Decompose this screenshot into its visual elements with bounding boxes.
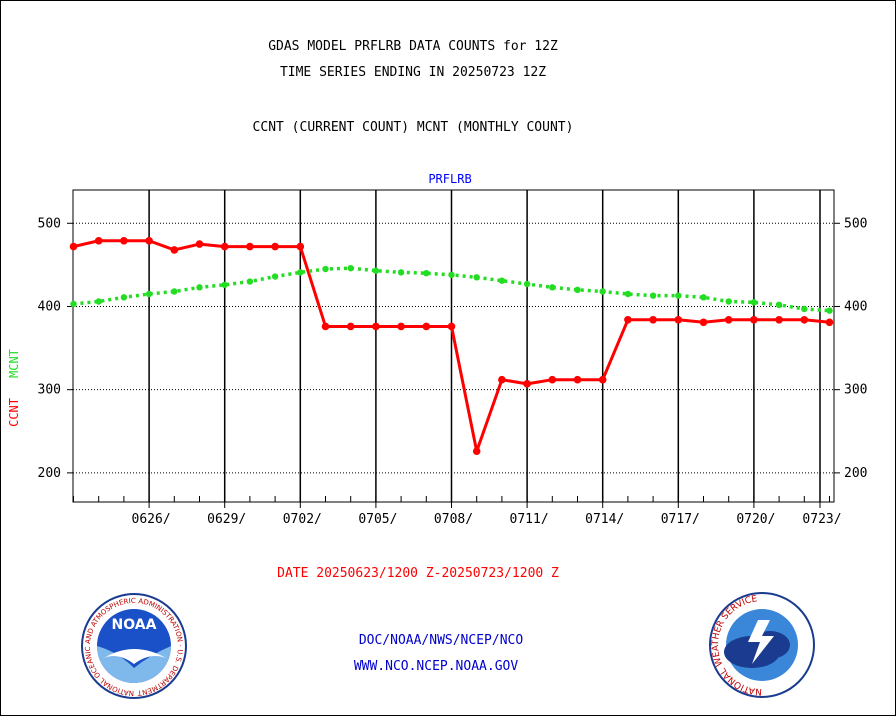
data-point-ccnt (246, 242, 254, 251)
data-point-mcnt (574, 286, 581, 294)
plot-area (72, 189, 835, 503)
data-point-mcnt (297, 269, 304, 276)
data-point-ccnt (170, 246, 179, 254)
data-point-mcnt (372, 267, 380, 274)
data-point-ccnt (447, 322, 456, 331)
data-point-mcnt (775, 301, 783, 309)
data-point-mcnt (801, 305, 808, 313)
data-point-ccnt (145, 236, 153, 245)
data-point-ccnt (649, 315, 657, 324)
data-point-ccnt (724, 315, 733, 324)
data-point-ccnt (195, 240, 204, 248)
data-point-ccnt (498, 375, 506, 384)
x-tick-label: 0708/ (434, 512, 473, 527)
y-tick-label-right: 300 (844, 383, 867, 398)
y-axis-label-mcnt: MCNT (7, 349, 21, 378)
data-point-mcnt (675, 292, 682, 299)
data-point-ccnt (750, 315, 758, 324)
data-point-ccnt (548, 375, 557, 384)
data-point-ccnt (573, 375, 582, 384)
data-point-mcnt (95, 298, 102, 305)
data-point-mcnt (700, 294, 707, 301)
nws-logo[interactable]: NATIONAL WEATHER SERVICE (709, 592, 815, 698)
data-point-ccnt (220, 242, 229, 251)
data-point-mcnt (448, 271, 455, 279)
y-tick-label-left: 400 (38, 299, 61, 314)
noaa-ring-text: NATIONAL OCEANIC AND ATMOSPHERIC ADMINIS… (0, 0, 184, 697)
data-point-mcnt (826, 307, 833, 314)
data-point-ccnt (120, 236, 128, 245)
data-point-mcnt (473, 274, 480, 281)
data-point-mcnt (750, 299, 758, 306)
data-point-ccnt (397, 322, 405, 331)
data-point-ccnt (271, 242, 279, 251)
data-point-mcnt (649, 292, 657, 299)
data-point-ccnt (321, 322, 330, 331)
x-tick-label: 0705/ (358, 512, 397, 527)
date-range-label: DATE 20250623/1200 Z-20250723/1200 Z (277, 566, 559, 581)
data-point-mcnt (599, 288, 606, 295)
data-point-mcnt (120, 294, 128, 301)
data-point-mcnt (246, 278, 254, 285)
x-tick-label: 0720/ (736, 512, 775, 527)
data-point-mcnt (271, 273, 279, 280)
data-point-ccnt (296, 242, 305, 251)
nco-website-link[interactable]: WWW.NCO.NCEP.NOAA.GOV (353, 659, 519, 674)
data-point-ccnt (69, 242, 78, 251)
x-tick-label: 0717/ (661, 512, 700, 527)
data-point-mcnt (171, 288, 178, 295)
data-point-ccnt (825, 318, 834, 327)
data-point-mcnt (624, 290, 632, 298)
data-point-ccnt (523, 380, 531, 388)
data-point-ccnt (699, 318, 708, 327)
data-point-mcnt (523, 280, 531, 288)
y-axis-label: CCNT MCNT (7, 349, 21, 427)
y-axis-label-ccnt: CCNT (7, 398, 21, 427)
data-point-ccnt (422, 322, 431, 331)
data-point-ccnt (346, 322, 355, 331)
data-point-mcnt (725, 298, 732, 305)
chart-title-line2: TIME SERIES ENDING IN 20250723 12Z (279, 65, 547, 80)
data-point-ccnt (624, 315, 632, 324)
data-point-mcnt (397, 269, 405, 276)
y-tick-label-right: 500 (844, 216, 867, 231)
data-point-ccnt (472, 447, 481, 456)
x-tick-label: 0711/ (510, 512, 549, 527)
data-point-ccnt (372, 322, 380, 331)
data-point-mcnt (423, 270, 430, 277)
data-point-mcnt (70, 300, 77, 308)
data-point-mcnt (322, 265, 329, 273)
y-tick-label-left: 200 (38, 466, 61, 481)
data-point-mcnt (221, 281, 228, 289)
data-point-ccnt (598, 375, 607, 384)
x-tick-label: 0629/ (207, 512, 246, 527)
y-tick-label-left: 300 (38, 383, 61, 398)
y-tick-label-right: 200 (844, 466, 867, 481)
chart-title-line1: GDAS MODEL PRFLRB DATA COUNTS for 12Z (268, 39, 558, 54)
plot-title: PRFLRB (428, 172, 472, 186)
noaa-logo-text: NOAA (112, 617, 157, 633)
x-tick-label: 0723/ (802, 512, 841, 527)
y-tick-label-left: 500 (38, 216, 61, 231)
x-tick-label: 0626/ (132, 512, 171, 527)
data-point-mcnt (145, 290, 153, 298)
data-point-mcnt (196, 284, 203, 291)
data-point-ccnt (674, 315, 683, 324)
data-point-mcnt (498, 277, 506, 284)
x-tick-label: 0702/ (283, 512, 322, 527)
chart-subtitle: CCNT (CURRENT COUNT) MCNT (MONTHLY COUNT… (252, 120, 574, 135)
data-point-ccnt (800, 315, 809, 324)
noaa-logo[interactable]: NOAA NATIONAL OCEANIC AND ATMOSPHERIC AD… (0, 0, 187, 699)
data-point-ccnt (775, 315, 783, 324)
doc-noaa-link[interactable]: DOC/NOAA/NWS/NCEP/NCO (358, 633, 524, 648)
data-point-ccnt (94, 236, 103, 245)
x-tick-label: 0714/ (585, 512, 624, 527)
y-tick-label-right: 400 (844, 299, 867, 314)
data-point-mcnt (549, 284, 556, 291)
data-point-mcnt (347, 265, 354, 272)
